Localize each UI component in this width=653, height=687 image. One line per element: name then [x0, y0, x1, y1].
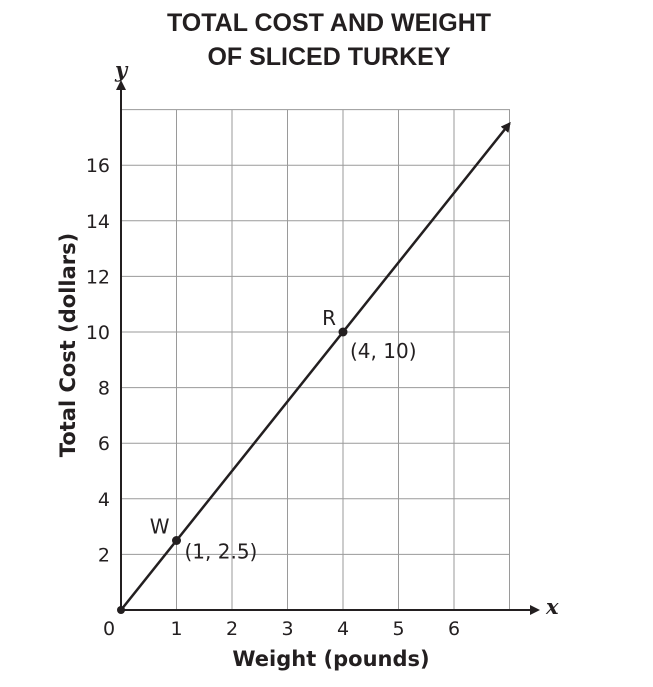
y-tick-label: 12: [86, 266, 110, 288]
x-axis-label: Weight (pounds): [232, 647, 429, 671]
y-tick-label: 4: [98, 489, 110, 511]
y-tick-label: 2: [98, 544, 110, 566]
point-name-label: R: [322, 306, 336, 330]
x-tick-label: 2: [226, 618, 238, 640]
y-tick-label: 16: [86, 155, 110, 177]
x-axis-letter: x: [545, 594, 559, 619]
x-tick-label: 1: [170, 618, 182, 640]
grid-layer: [121, 109, 510, 610]
chart-title-line-2: OF SLICED TURKEY: [207, 43, 450, 71]
point-r: [338, 327, 348, 337]
y-axis-letter: y: [114, 57, 129, 82]
points-layer: W (1, 2.5) R (4, 10): [117, 306, 417, 614]
chart-title-line-1: TOTAL COST AND WEIGHT: [167, 9, 491, 37]
point-name-label: W: [150, 515, 170, 539]
x-tick-label: 4: [337, 618, 349, 640]
y-tick-label: 8: [98, 378, 110, 400]
x-tick-label: 5: [392, 618, 404, 640]
point-coordinate-label: (1, 2.5): [185, 540, 258, 564]
y-tick-label: 14: [86, 211, 110, 233]
series-layer: [120, 121, 511, 611]
origin-point: [117, 606, 125, 614]
series-line: [120, 121, 511, 611]
origin-label: 0: [103, 618, 115, 640]
x-tick-label: 3: [281, 618, 293, 640]
point-coordinate-label: (4, 10): [350, 339, 417, 363]
x-tick-label: 6: [448, 618, 460, 640]
axes-layer: [116, 80, 540, 615]
y-axis-label: Total Cost (dollars): [56, 233, 80, 457]
y-tick-label: 6: [98, 433, 110, 455]
point-w: [172, 536, 181, 545]
y-tick-label: 10: [86, 322, 110, 344]
